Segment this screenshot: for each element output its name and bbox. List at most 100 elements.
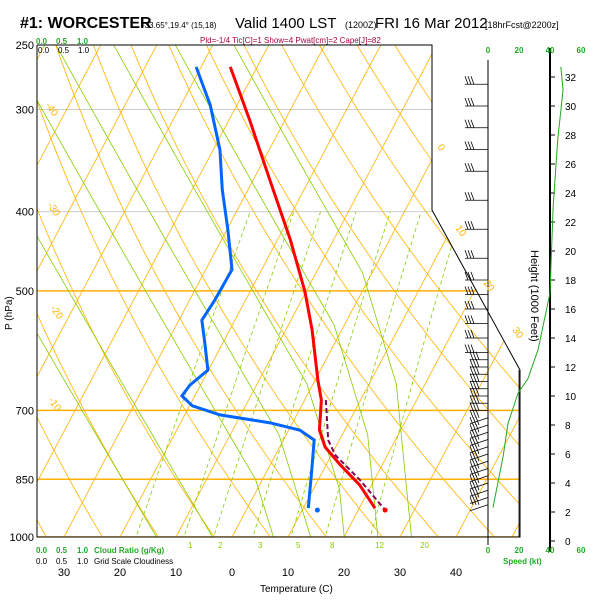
temperature-line: [228, 66, 377, 509]
dry-adiabat-line: [37, 45, 114, 537]
grid-cloud-tick-2b: 1.0: [77, 557, 89, 566]
wind-barb-flag: [464, 221, 475, 230]
mixing-ratio-line: [319, 211, 422, 537]
pressure-tick-label: 250: [16, 40, 34, 52]
grid-cloud-label: Grid Scale Cloudiness: [94, 557, 173, 566]
height-tick-label: 32: [565, 73, 577, 84]
dry-adiabat-line: [37, 45, 170, 537]
wind-barb-flag: [469, 351, 480, 360]
height-tick-label: 22: [565, 218, 577, 229]
wind-barb: [469, 489, 489, 497]
grid-cloud-tick-0: 0.0: [38, 46, 50, 55]
mixing-ratio-line: [365, 211, 463, 537]
wind-barb: [469, 504, 489, 512]
cloud-ratio-tick-0: 0.0: [36, 37, 48, 46]
dry-adiabat-line: [37, 45, 227, 537]
dry-adiabat-line: [545, 45, 600, 554]
pressure-tick-label: 850: [16, 474, 34, 486]
surface-dewpoint-dot: [314, 507, 320, 513]
cloud-ratio-tick-2b: 1.0: [77, 546, 89, 555]
wind-barb-flag: [469, 366, 480, 375]
wind-barb-flag: [469, 402, 480, 411]
grid-cloud-tick-1: 0.5: [58, 46, 70, 55]
mixing-ratio-line: [177, 211, 295, 537]
wind-barb-flag: [464, 329, 475, 339]
moist-adiabat-line: [113, 45, 347, 537]
speed-axis-label: Speed (kt): [503, 557, 542, 566]
isotherm-line: [278, 45, 520, 537]
isotherm-line: [446, 45, 520, 537]
dry-adiabat-line: [37, 45, 284, 537]
height-tick-label: 6: [565, 450, 571, 461]
wind-barb: [469, 431, 489, 439]
grid-cloud-tick-1b: 0.5: [56, 557, 68, 566]
wind-barb: [469, 424, 489, 432]
moist-adiabat-line: [233, 45, 414, 537]
wind-barb-flag: [464, 119, 475, 128]
wind-barb: [469, 497, 489, 504]
wind-barb: [469, 460, 489, 468]
mixing-ratio-line: [247, 211, 357, 537]
y-axis-label: P (hPa): [4, 296, 15, 330]
moist-adiabat-line: [37, 45, 168, 537]
wind-barb-flag: [464, 163, 475, 172]
speed-tick-label: 60: [577, 546, 586, 555]
wind-barb-flag: [464, 141, 475, 150]
speed-tick-label: 40: [546, 46, 555, 55]
mixing-ratio-label: 12: [375, 541, 384, 550]
dry-adiabat-line: [243, 45, 520, 537]
temp-tick-label: 20: [338, 567, 350, 579]
pressure-tick-label: 400: [16, 207, 34, 219]
mixing-ratio-line: [285, 211, 391, 537]
pressure-tick-label: 1000: [10, 532, 34, 544]
dry-adiabat-line: [394, 45, 520, 537]
valid-date: FRI 16 Mar 2012: [375, 15, 488, 32]
station-coords: -33.65°,19.4° (15,18): [142, 21, 217, 30]
wind-barb: [469, 482, 489, 490]
pressure-tick-label: 700: [16, 405, 34, 417]
dry-adiabat-line: [281, 45, 520, 537]
wind-barb-flag: [469, 387, 480, 397]
moist-adiabat-line: [37, 45, 280, 537]
isotherm-line: [37, 45, 277, 537]
moist-adiabat-line: [37, 45, 224, 537]
forecast-label: [18hrFcst@2200z]: [485, 20, 559, 30]
isotherm-label: 30: [510, 325, 526, 341]
indices-line: Pld=-1/4 Tic[C]=1 Show=4 Pwat[cm]=2 Cape…: [200, 36, 381, 45]
height-tick-label: 4: [565, 479, 571, 490]
dry-adiabat-line: [55, 45, 341, 537]
wind-barb: [469, 475, 489, 483]
height-tick-label: 18: [565, 276, 577, 287]
dry-adiabat-line: [356, 45, 520, 537]
temp-tick-label: 40: [450, 567, 462, 579]
height-tick-label: 0: [565, 537, 571, 548]
height-tick-label: 26: [565, 160, 577, 171]
isotherm-line: [54, 45, 333, 537]
mixing-ratio-label: 5: [296, 541, 301, 550]
mixing-ratio-label: 2: [218, 541, 223, 550]
wind-barb: [469, 468, 489, 475]
temp-tick-label: 10: [282, 567, 294, 579]
temp-tick-label: 30: [394, 567, 406, 579]
station-title: #1: WORCESTER: [20, 15, 152, 32]
wind-barb-flag: [464, 250, 475, 259]
isotherm-label: -20: [48, 303, 66, 322]
dry-adiabat-line: [168, 45, 511, 537]
dewpoint-line: [179, 66, 316, 509]
speed-tick-label: 40: [546, 546, 555, 555]
mixing-ratio-label: 8: [330, 541, 335, 550]
pressure-tick-label: 300: [16, 105, 34, 117]
height-axis-label: Height (1000 Feet): [528, 250, 540, 342]
dry-adiabat-line: [205, 45, 520, 537]
isotherm-line: [110, 45, 389, 537]
pressure-tick-label: 500: [16, 286, 34, 298]
speed-tick-label: 0: [486, 546, 491, 555]
wind-barb: [469, 446, 489, 454]
utc-time: (1200Z): [345, 20, 377, 30]
parcel-line: [324, 400, 386, 511]
isotherm-label: 10: [453, 223, 469, 239]
isotherm-label: 0: [435, 142, 447, 153]
temp-tick-label: 30: [58, 567, 70, 579]
speed-tick-label: 20: [515, 46, 524, 55]
